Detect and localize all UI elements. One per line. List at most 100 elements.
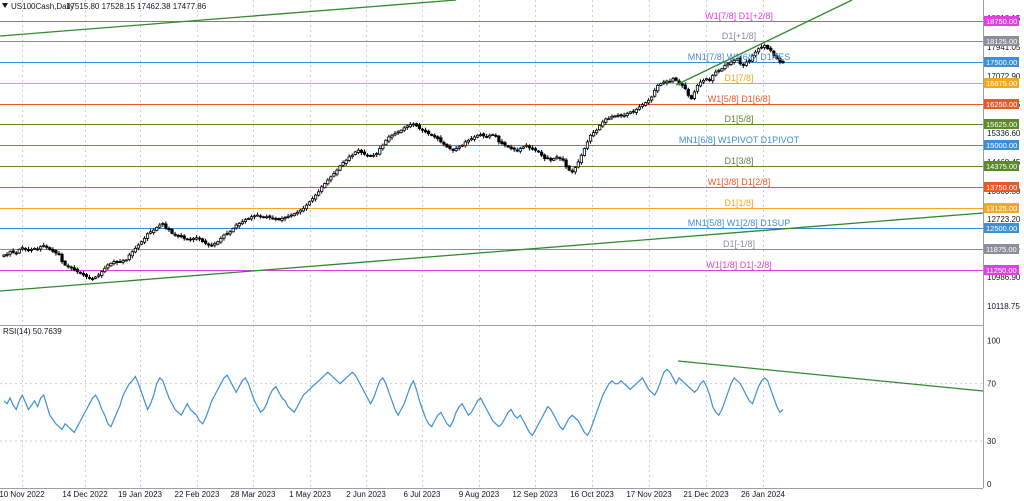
candle <box>350 153 354 159</box>
candle <box>280 216 284 223</box>
candle <box>375 152 379 158</box>
candle <box>766 44 770 50</box>
candle <box>152 228 156 235</box>
candle <box>454 145 458 152</box>
candle <box>14 251 18 256</box>
candle <box>2 254 6 258</box>
candle <box>628 110 632 115</box>
candle <box>769 46 773 53</box>
candle <box>78 271 82 275</box>
candle <box>558 156 562 162</box>
candle <box>39 245 43 252</box>
price-tick-label: 15336.60 <box>987 129 1021 138</box>
candle <box>359 148 364 156</box>
candle <box>665 79 669 86</box>
level-price-tag-text: 18750.00 <box>986 17 1017 26</box>
candle <box>390 133 394 140</box>
candle <box>115 260 119 265</box>
candle <box>97 272 101 278</box>
level-labels: W1[7/8] D1[+2/8] D1[+1/8] MN1[7/8] W1[6/8]… <box>679 11 800 270</box>
candle <box>537 150 541 153</box>
candle <box>356 148 360 155</box>
date-tick-label: 6 Jul 2023 <box>404 490 441 499</box>
candle <box>701 78 706 85</box>
level-price-tag-text: 12500.00 <box>986 224 1017 233</box>
candle <box>20 245 24 251</box>
candle <box>182 234 186 241</box>
candle <box>268 214 272 221</box>
candle <box>726 62 730 68</box>
candle <box>756 47 761 55</box>
candle <box>442 140 446 147</box>
candle <box>662 79 666 85</box>
candle <box>8 250 12 257</box>
candle <box>283 216 287 222</box>
candle <box>310 196 315 203</box>
candle <box>106 263 110 270</box>
candle <box>671 76 675 84</box>
candle <box>42 242 46 248</box>
candle <box>457 145 461 151</box>
candle <box>423 127 428 134</box>
rsi-tick-label: 100 <box>987 337 1001 346</box>
level-price-tag-text: 13125.00 <box>986 204 1017 213</box>
vertical-grid <box>22 0 764 488</box>
candle <box>368 154 373 157</box>
candle <box>252 214 257 220</box>
candle <box>763 43 767 50</box>
candle <box>781 60 785 64</box>
candle <box>36 246 40 251</box>
date-tick-label: 14 Dec 2022 <box>62 490 108 499</box>
candle <box>26 246 31 253</box>
candle <box>158 222 162 229</box>
candle <box>753 49 758 58</box>
candle <box>17 248 21 255</box>
level-label: W1[7/8] D1[+2/8] <box>705 11 773 21</box>
candle <box>130 250 134 259</box>
price-tick-label: 12723.20 <box>987 215 1021 224</box>
candle <box>463 139 467 148</box>
candle <box>747 58 751 64</box>
candle <box>576 159 580 169</box>
candle <box>448 144 452 151</box>
candle <box>760 44 764 50</box>
candle <box>194 235 199 241</box>
candle <box>338 164 342 172</box>
level-price-tag <box>984 265 1019 275</box>
candle <box>231 227 235 233</box>
candle <box>521 145 525 150</box>
candle <box>619 113 623 119</box>
candle <box>567 165 571 172</box>
rsi-trendline <box>677 360 984 392</box>
level-price-tag <box>984 78 1019 88</box>
collapse-triangle-icon[interactable] <box>2 3 8 8</box>
candle <box>84 273 89 280</box>
candle <box>387 134 391 143</box>
candle <box>527 144 532 151</box>
candle <box>133 245 137 254</box>
candle <box>320 185 324 194</box>
candle <box>57 250 61 256</box>
level-label: MN1[6/8] W1PIVOT D1PIVOT <box>679 135 800 145</box>
candle <box>494 133 498 138</box>
candle <box>347 154 351 162</box>
candle <box>433 133 437 139</box>
candle <box>313 193 318 202</box>
candle <box>692 89 697 101</box>
candle <box>469 136 474 142</box>
candle <box>546 155 550 160</box>
candle <box>246 217 250 220</box>
candle <box>585 139 590 151</box>
date-tick-label: 28 Mar 2023 <box>231 490 276 499</box>
level-price-tag-text: 15000.00 <box>986 141 1017 150</box>
candle <box>271 215 275 220</box>
candle <box>277 217 281 221</box>
candle <box>399 129 403 134</box>
candle <box>405 124 409 131</box>
candle <box>255 212 260 217</box>
candle <box>772 49 776 59</box>
candle <box>335 168 339 177</box>
rsi-axis: 100 70 30 0 <box>987 337 1001 489</box>
candle <box>775 53 779 61</box>
